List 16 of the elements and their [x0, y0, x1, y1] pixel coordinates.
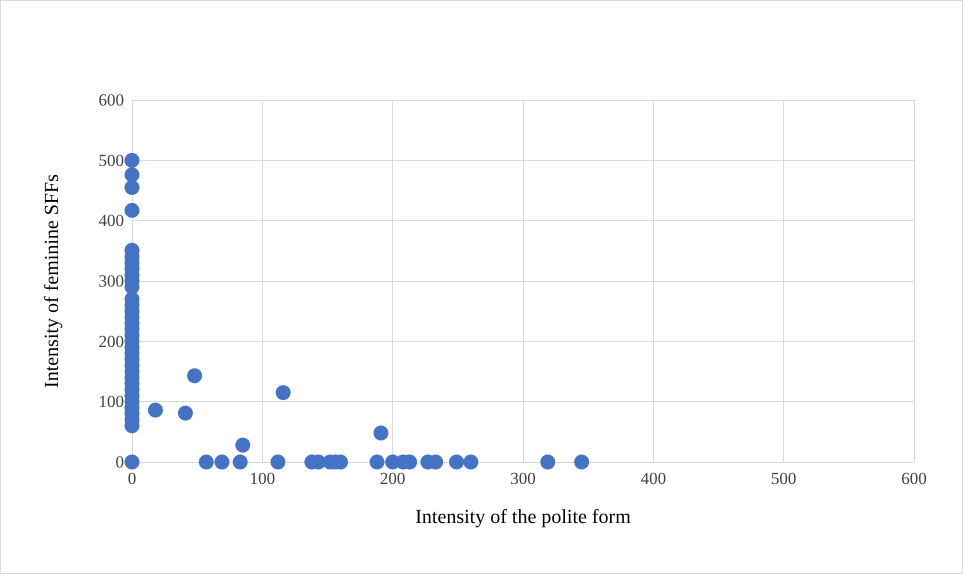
y-axis-title: Intensity of feminine SFFs	[41, 174, 63, 388]
x-tick-label: 400	[640, 469, 666, 488]
y-tick-label: 100	[98, 392, 124, 412]
y-tick-label: 0	[116, 452, 124, 472]
x-tick-label: 300	[510, 469, 536, 488]
y-tick-label: 400	[98, 211, 124, 230]
x-tick-label: 500	[770, 469, 796, 488]
x-tick-label: 0	[128, 469, 136, 488]
x-axis-title: Intensity of the polite form	[415, 506, 632, 528]
x-tick-label: 100	[250, 469, 276, 488]
x-tick-label: 600	[901, 469, 927, 488]
y-tick-label: 600	[98, 90, 124, 110]
y-tick-label: 300	[98, 272, 124, 290]
y-tick-label: 200	[98, 332, 124, 351]
x-tick-label: 200	[380, 469, 406, 488]
y-tick-label: 500	[98, 150, 124, 170]
